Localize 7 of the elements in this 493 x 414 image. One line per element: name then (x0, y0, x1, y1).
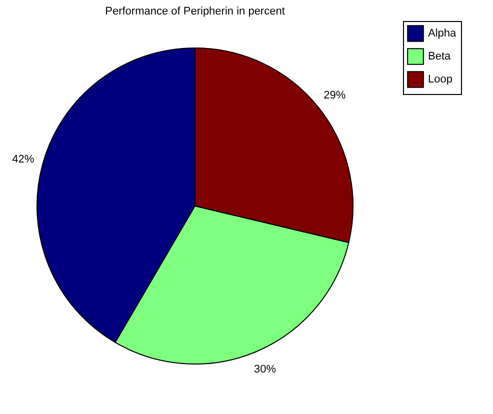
data-label: 42% (12, 153, 34, 166)
legend-label: Beta (428, 50, 452, 62)
legend-label: Alpha (428, 28, 458, 40)
chart-title: Performance of Peripherin in percent (105, 6, 285, 18)
data-label: 29% (324, 90, 346, 102)
legend-label: Loop (428, 74, 452, 86)
data-label: 30% (254, 364, 276, 376)
